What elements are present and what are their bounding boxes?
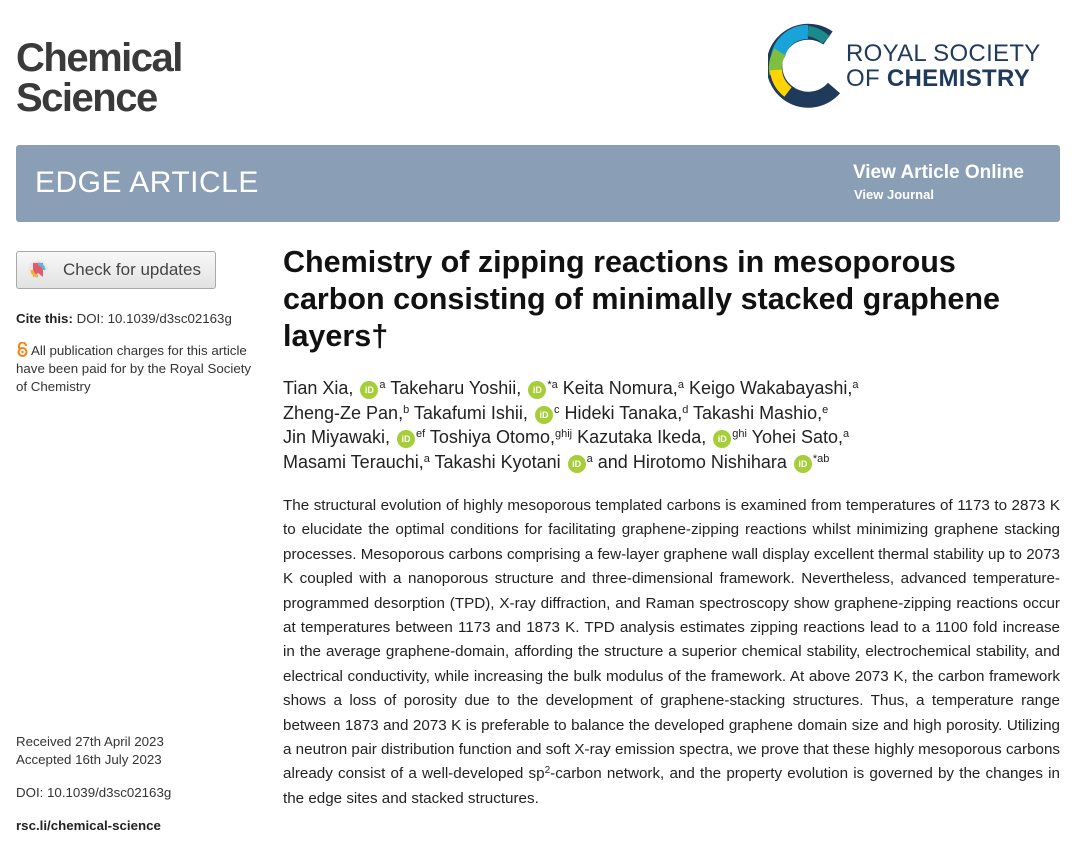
abstract: The structural evolution of highly mesop… (283, 494, 1060, 811)
oa-line3: of Chemistry (16, 379, 91, 394)
author-name: Yohei Sato, (751, 427, 844, 447)
publisher-line2-bold: CHEMISTRY (886, 65, 1031, 92)
author-affiliation: a (423, 452, 430, 465)
paper-title: Chemistry of zipping reactions in mesopo… (283, 244, 1063, 355)
author-affiliation: a (852, 379, 859, 391)
author-affiliation: ef (416, 428, 426, 440)
journal-url[interactable]: rsc.li/chemical-science (16, 818, 161, 833)
open-access-icon (17, 342, 28, 357)
author-affiliation: a (379, 379, 386, 391)
author-line: Zheng-Ze Pan,b Takafumi Ishii, iD c Hidek… (283, 401, 1063, 426)
author-name: Keita Nomura, (562, 378, 678, 398)
author-name: Jin Miyawaki, (283, 427, 391, 447)
author-affiliation: ghi (732, 428, 747, 440)
publisher-logo[interactable]: ROYAL SOCIETY OF CHEMISTRY (768, 22, 1068, 108)
author-name: Keigo Wakabayashi, (688, 378, 853, 398)
author-name: Takashi Mashio, (693, 402, 823, 423)
journal-title-line1: Chemical (16, 36, 183, 80)
cite-this: Cite this: DOI: 10.1039/d3sc02163g (16, 310, 232, 328)
article-type: EDGE ARTICLE (35, 166, 259, 199)
author-affiliation: a (677, 379, 684, 391)
abstract-part1: The structural evolution of highly mesop… (283, 497, 1060, 783)
publisher-line2: OF CHEMISTRY (846, 66, 1041, 91)
cite-label: Cite this: (16, 311, 73, 326)
author-name: Masami Terauchi, (283, 451, 424, 472)
author-line: Jin Miyawaki, iD ef Toshiya Otomo,ghij Ka… (283, 425, 1063, 450)
check-for-updates-button[interactable]: Check for updates (16, 251, 216, 289)
author-name: Takeharu Yoshii, (390, 378, 522, 398)
orcid-icon[interactable]: iD (360, 381, 379, 399)
oa-line2: have been paid for by the Royal Society (16, 361, 252, 376)
author-name: Takafumi Ishii, (413, 402, 528, 423)
author[interactable]: Zheng-Ze Pan,b (283, 403, 409, 423)
accepted-date: Accepted 16th July 2023 (16, 752, 162, 767)
received-date: Received 27th April 2023 (16, 734, 164, 749)
author-name: Tian Xia, (283, 378, 354, 398)
publisher-line2-prefix: OF (846, 65, 887, 92)
orcid-icon[interactable]: iD (534, 405, 553, 424)
author[interactable]: Keigo Wakabayashi,a (689, 378, 859, 398)
author-affiliation: *a (547, 379, 558, 391)
publisher-name: ROYAL SOCIETY OF CHEMISTRY (846, 41, 1041, 91)
view-article-online-link[interactable]: View Article Online (852, 162, 1024, 183)
author[interactable]: Takafumi Ishii, iD c (413, 402, 560, 424)
article-type-banner: EDGE ARTICLE View Article Online View Jo… (16, 145, 1060, 222)
author-line: Tian Xia, iD a Takeharu Yoshii, iD *a Keit… (283, 376, 1063, 401)
author-name: Toshiya Otomo, (429, 427, 555, 447)
orcid-icon[interactable]: iD (567, 454, 586, 473)
orcid-icon[interactable]: iD (793, 454, 812, 473)
view-journal-link[interactable]: View Journal (854, 187, 934, 202)
author-name: Takashi Kyotani (434, 451, 561, 472)
author-affiliation: d (682, 403, 689, 416)
rsc-logo-icon (768, 23, 841, 108)
author-name: Zheng-Ze Pan, (283, 402, 404, 423)
author[interactable]: Yohei Sato,a (752, 427, 850, 447)
author-affiliation: b (403, 403, 410, 416)
oa-line1: All publication charges for this article (31, 343, 247, 358)
author-affiliation: c (553, 403, 560, 416)
doi-text[interactable]: DOI: 10.1039/d3sc02163g (16, 785, 172, 800)
author-affiliation: a (843, 428, 850, 440)
journal-title: Chemical Science (16, 36, 183, 120)
author-name: Kazutaka Ikeda, (577, 427, 707, 447)
title-line3: layers† (283, 319, 389, 353)
publisher-line1: ROYAL SOCIETY (846, 40, 1041, 67)
title-line1: Chemistry of zipping reactions in mesopo… (283, 245, 956, 279)
author-affiliation: e (822, 403, 829, 416)
author[interactable]: Masami Terauchi,a (283, 452, 430, 472)
author-affiliation: *ab (812, 452, 830, 465)
author-line: Masami Terauchi,a Takashi Kyotani iD a an… (283, 450, 1063, 475)
cite-doi[interactable]: DOI: 10.1039/d3sc02163g (76, 311, 232, 326)
abstract-sup: 2 (544, 765, 551, 777)
journal-title-line2: Science (16, 76, 158, 120)
open-access-note: All publication charges for this article… (16, 342, 266, 396)
author[interactable]: Takashi Kyotani iD a (434, 451, 593, 473)
author-list: Tian Xia, iD a Takeharu Yoshii, iD *a Keit… (283, 376, 1063, 474)
author[interactable]: Takashi Mashio,e (693, 403, 828, 423)
crossmark-icon (28, 260, 48, 280)
author[interactable]: Hideki Tanaka,d (564, 403, 688, 423)
author-name: Hideki Tanaka, (564, 402, 683, 423)
abstract-part2: -carbon network, and the property evolut… (283, 765, 1060, 807)
author[interactable]: Tian Xia, iD a (283, 378, 386, 399)
orcid-icon[interactable]: iD (528, 381, 547, 399)
author[interactable]: Toshiya Otomo,ghij (430, 427, 572, 447)
author-affiliation: ghij (554, 428, 573, 440)
author-name: and Hirotomo Nishihara (597, 451, 787, 472)
orcid-icon[interactable]: iD (397, 430, 416, 448)
title-line2: carbon consisting of minimally stacked g… (283, 282, 1000, 316)
author[interactable]: Takeharu Yoshii, iD *a (390, 378, 558, 399)
author[interactable]: Keita Nomura,a (563, 378, 684, 398)
author[interactable]: Kazutaka Ikeda, iD ghi (577, 427, 747, 448)
author[interactable]: and Hirotomo Nishihara iD *ab (597, 451, 830, 473)
check-for-updates-label: Check for updates (63, 260, 201, 279)
author-affiliation: a (586, 452, 593, 465)
author[interactable]: Jin Miyawaki, iD ef (283, 427, 426, 448)
orcid-icon[interactable]: iD (713, 430, 732, 448)
